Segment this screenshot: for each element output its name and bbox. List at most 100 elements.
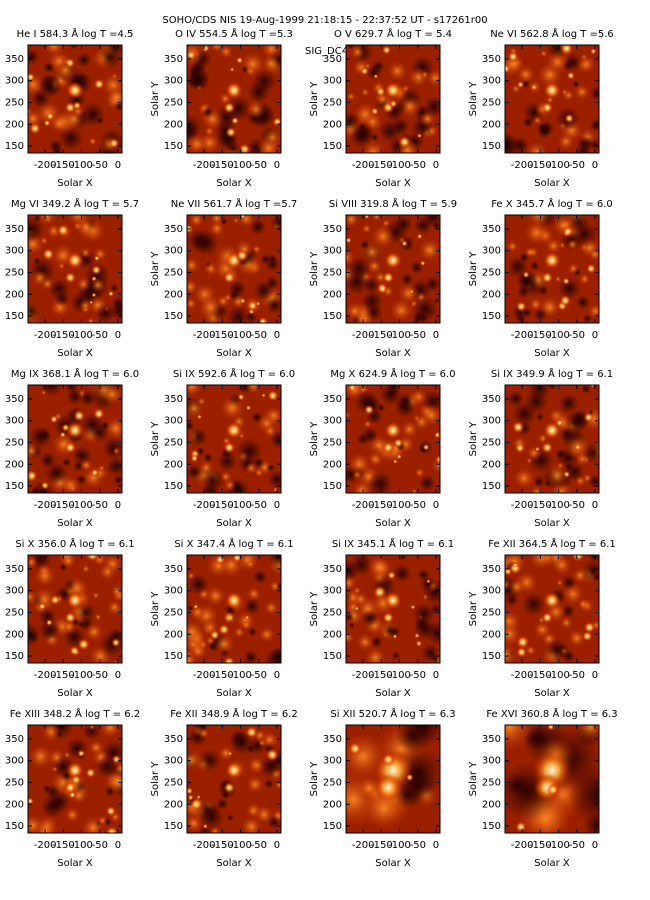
x-tick-label: -150 — [370, 330, 393, 341]
image-texture — [77, 749, 86, 758]
x-axis-label: Solar X — [534, 518, 570, 529]
image-texture — [241, 65, 249, 73]
image-texture — [416, 233, 423, 240]
image-texture — [393, 437, 404, 449]
plot-frame — [27, 554, 123, 664]
plot-frame — [345, 214, 441, 324]
image-texture — [81, 815, 106, 833]
image-texture — [104, 818, 112, 826]
image-texture — [252, 69, 277, 94]
y-tick-label: 350 — [5, 564, 24, 575]
image-texture — [214, 555, 226, 565]
y-tick-label: 250 — [323, 97, 342, 108]
image-texture — [515, 821, 527, 833]
image-texture — [415, 640, 423, 647]
image — [346, 385, 440, 493]
image-texture — [31, 269, 49, 287]
image-texture — [107, 290, 114, 297]
image-texture — [372, 215, 381, 222]
image-texture — [187, 573, 209, 595]
image-texture — [187, 133, 208, 153]
image-texture — [223, 271, 236, 284]
x-tick-label: -150 — [52, 840, 75, 851]
plot-frame — [27, 724, 123, 834]
image-texture — [49, 112, 70, 134]
image-texture — [223, 101, 236, 114]
image-texture — [247, 627, 258, 637]
image-texture — [350, 555, 373, 576]
y-tick-label: 250 — [5, 267, 24, 278]
image-texture — [361, 609, 379, 627]
x-axis-label: Solar X — [216, 688, 252, 699]
image-texture — [416, 133, 422, 139]
image-texture — [187, 464, 202, 480]
image-texture — [33, 565, 56, 588]
x-tick-label: -150 — [370, 500, 393, 511]
x-axis-label: Solar X — [57, 858, 93, 869]
image-texture — [361, 290, 383, 312]
image-texture — [577, 135, 595, 153]
image-texture — [111, 637, 121, 648]
y-tick-label: 150 — [164, 141, 183, 152]
image-texture — [401, 240, 408, 247]
image-texture — [360, 66, 369, 76]
image — [505, 45, 599, 153]
y-tick-label: 200 — [323, 629, 342, 640]
image-texture — [414, 632, 420, 639]
image-texture — [187, 619, 205, 645]
y-axis-label: Solar Y — [309, 251, 320, 287]
plot-frame — [186, 44, 282, 154]
image-texture — [367, 555, 392, 580]
x-tick-label: -50 — [410, 330, 426, 341]
image-texture — [246, 744, 256, 754]
image-texture — [533, 475, 545, 488]
image-texture — [267, 815, 281, 829]
image-texture — [198, 749, 221, 772]
x-tick-label: -100 — [70, 840, 93, 851]
y-tick-label: 200 — [482, 799, 501, 810]
panel-title: Ne VI 562.8 Å log T =5.6 — [490, 27, 614, 40]
image-texture — [516, 80, 525, 89]
image-texture — [346, 268, 370, 295]
image-texture — [243, 597, 261, 615]
y-tick-label: 300 — [164, 416, 183, 427]
x-tick-label: 0 — [274, 160, 280, 171]
image-texture — [232, 555, 243, 563]
image-texture — [197, 414, 202, 420]
y-tick-label: 200 — [5, 799, 24, 810]
image-texture — [203, 453, 213, 463]
y-tick-label: 250 — [323, 437, 342, 448]
plot-frame — [504, 214, 600, 324]
y-tick-label: 250 — [323, 777, 342, 788]
image-texture — [515, 300, 527, 313]
image-texture — [227, 614, 234, 621]
image-texture — [530, 261, 540, 271]
image-texture — [403, 725, 440, 747]
x-axis-label: Solar X — [57, 688, 93, 699]
image-texture — [240, 215, 246, 219]
image-texture — [38, 428, 51, 442]
image-texture — [588, 474, 599, 489]
image-texture — [108, 137, 120, 149]
image-texture — [105, 825, 119, 833]
image-texture — [256, 135, 281, 153]
image-texture — [505, 643, 518, 663]
y-tick-label: 250 — [323, 267, 342, 278]
image-texture — [563, 470, 571, 478]
image — [346, 725, 440, 833]
y-tick-label: 200 — [164, 799, 183, 810]
y-axis-label: Solar Y — [468, 591, 479, 627]
x-tick-label: -50 — [92, 670, 108, 681]
y-tick-label: 300 — [482, 756, 501, 767]
x-tick-label: -50 — [92, 160, 108, 171]
image-texture — [187, 385, 203, 398]
image-texture — [575, 295, 590, 310]
image-texture — [61, 423, 70, 432]
image-texture — [226, 814, 234, 822]
image-texture — [426, 69, 440, 87]
image-texture — [346, 215, 360, 228]
y-tick-label: 300 — [482, 246, 501, 257]
image-texture — [422, 593, 429, 600]
image-texture — [386, 385, 401, 395]
